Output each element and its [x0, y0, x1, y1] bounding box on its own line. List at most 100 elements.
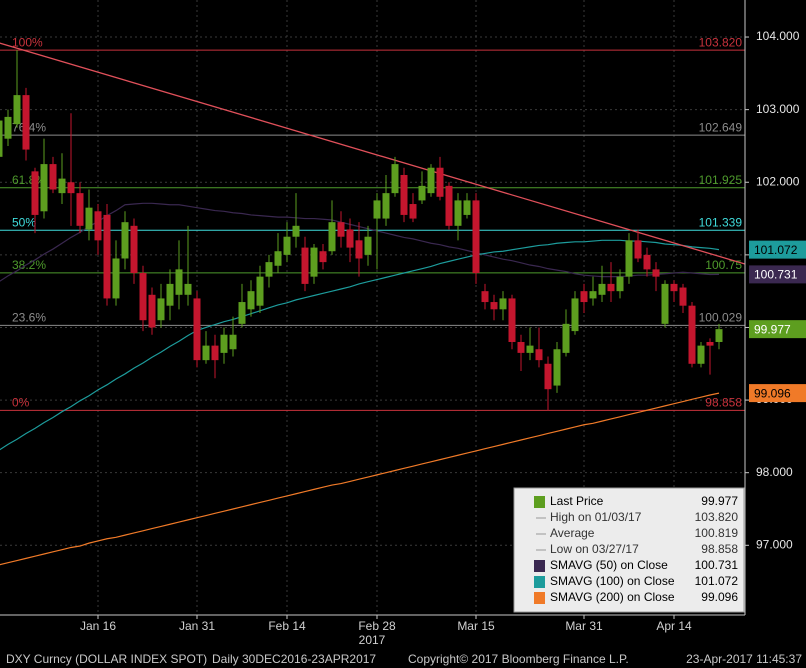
candle-body — [391, 164, 399, 194]
footer-ticker: DXY Curncy (DOLLAR INDEX SPOT) — [6, 652, 207, 666]
candle-body — [283, 236, 291, 255]
x-tick-label: Jan 31 — [179, 619, 215, 633]
candle-body — [103, 214, 111, 299]
candle-body — [256, 276, 264, 306]
candle-body — [463, 200, 471, 215]
x-tick-label: Feb 14 — [268, 619, 306, 633]
candle-body — [85, 207, 93, 230]
candle-body — [247, 291, 255, 310]
legend-value: 100.731 — [695, 558, 739, 572]
legend-value: 99.977 — [701, 494, 738, 508]
legend-label: Average — [550, 526, 595, 540]
candle-body — [211, 345, 219, 361]
legend-icon — [534, 592, 545, 604]
candle-body — [346, 229, 354, 248]
legend-icon — [534, 576, 545, 588]
fib-value-label: 102.649 — [699, 120, 743, 134]
x-tick-label: Jan 16 — [80, 619, 116, 633]
candle-body — [697, 345, 705, 364]
value-tag — [749, 265, 806, 284]
candle-body — [319, 251, 327, 263]
legend-icon — [534, 560, 545, 572]
footer-copyright: Copyright© 2017 Bloomberg Finance L.P. — [408, 652, 629, 666]
candle-body — [292, 225, 300, 237]
fib-value-label: 101.339 — [699, 215, 743, 229]
candle-body — [580, 291, 588, 303]
candle-body — [544, 363, 552, 390]
legend-label: Low on 03/27/17 — [550, 542, 639, 556]
y-tick-label: 98.000 — [756, 465, 793, 479]
candle-body — [49, 164, 57, 190]
candle-body — [553, 349, 561, 386]
candle-body — [436, 167, 444, 197]
fib-label: 38.2% — [12, 258, 46, 272]
candle-body — [220, 334, 228, 353]
candle-body — [472, 200, 480, 274]
candle-body — [193, 298, 201, 361]
candle-body — [679, 287, 687, 306]
candle-body — [310, 247, 318, 277]
footer-range: Daily 30DEC2016-23APR2017 — [212, 652, 376, 666]
x-tick-label: Mar 15 — [457, 619, 495, 633]
value-tag-label: 100.731 — [754, 268, 798, 282]
candle-body — [121, 222, 129, 259]
candle-body — [355, 240, 363, 259]
candle-body — [238, 302, 246, 324]
candle-body — [499, 298, 507, 310]
fib-value-label: 98.858 — [705, 396, 742, 410]
candle-body — [616, 276, 624, 292]
value-tag-label: 99.096 — [754, 386, 791, 400]
axes: 97.00098.00099.000100.000101.000102.0001… — [0, 0, 806, 633]
candle-body — [139, 273, 147, 321]
legend-label: High on 01/03/17 — [550, 510, 642, 524]
legend-value: 101.072 — [695, 574, 739, 588]
candle-body — [526, 345, 534, 353]
candle-body — [715, 329, 723, 342]
value-tag — [749, 320, 806, 339]
candle-body — [607, 283, 615, 292]
value-tag — [749, 384, 806, 403]
y-tick-label: 103.000 — [756, 102, 800, 116]
value-tag-label: 99.977 — [754, 322, 791, 336]
candle-body — [400, 174, 408, 215]
candle-body — [112, 258, 120, 299]
candle-body — [0, 120, 3, 157]
legend-value: 103.820 — [695, 510, 739, 524]
candle-body — [76, 193, 84, 226]
y-tick-label: 97.000 — [756, 537, 793, 551]
legend-value: 100.819 — [695, 526, 739, 540]
ma-line — [0, 239, 720, 451]
fib-label: 23.6% — [12, 311, 46, 325]
fib-label: 0% — [12, 396, 30, 410]
fib-value-label: 103.820 — [699, 35, 743, 49]
candle-body — [364, 236, 372, 255]
candle-body — [490, 302, 498, 310]
candle-body — [634, 240, 642, 259]
candle-body — [148, 294, 156, 328]
candle-body — [22, 95, 30, 150]
legend-label: SMAVG (200) on Close — [550, 590, 675, 604]
candle-body — [427, 167, 435, 194]
fib-value-label: 100.75 — [705, 258, 742, 272]
y-tick-label: 104.000 — [756, 29, 800, 43]
trendline — [0, 42, 745, 265]
candle-body — [373, 200, 381, 219]
fib-label: 100% — [12, 35, 43, 49]
candle-body — [445, 185, 453, 226]
legend-value: 98.858 — [701, 542, 738, 556]
value-tag — [749, 240, 806, 259]
fib-value-label: 101.925 — [699, 173, 743, 187]
candle-body — [670, 283, 678, 292]
candle-body — [598, 283, 606, 295]
legend-value: 99.096 — [701, 590, 738, 604]
plot-area: 100%103.82076.4%102.64961.8%101.92550%10… — [0, 0, 745, 615]
value-tag-label: 101.072 — [754, 243, 798, 257]
legend-box — [513, 487, 745, 613]
x-tick-label: Feb 28 — [358, 619, 396, 633]
legend: Last Price 99.977 High on 01/03/17 103.820 A… — [513, 487, 745, 613]
candle-body — [562, 323, 570, 353]
candle-body — [40, 164, 48, 212]
candle-body — [454, 200, 462, 226]
